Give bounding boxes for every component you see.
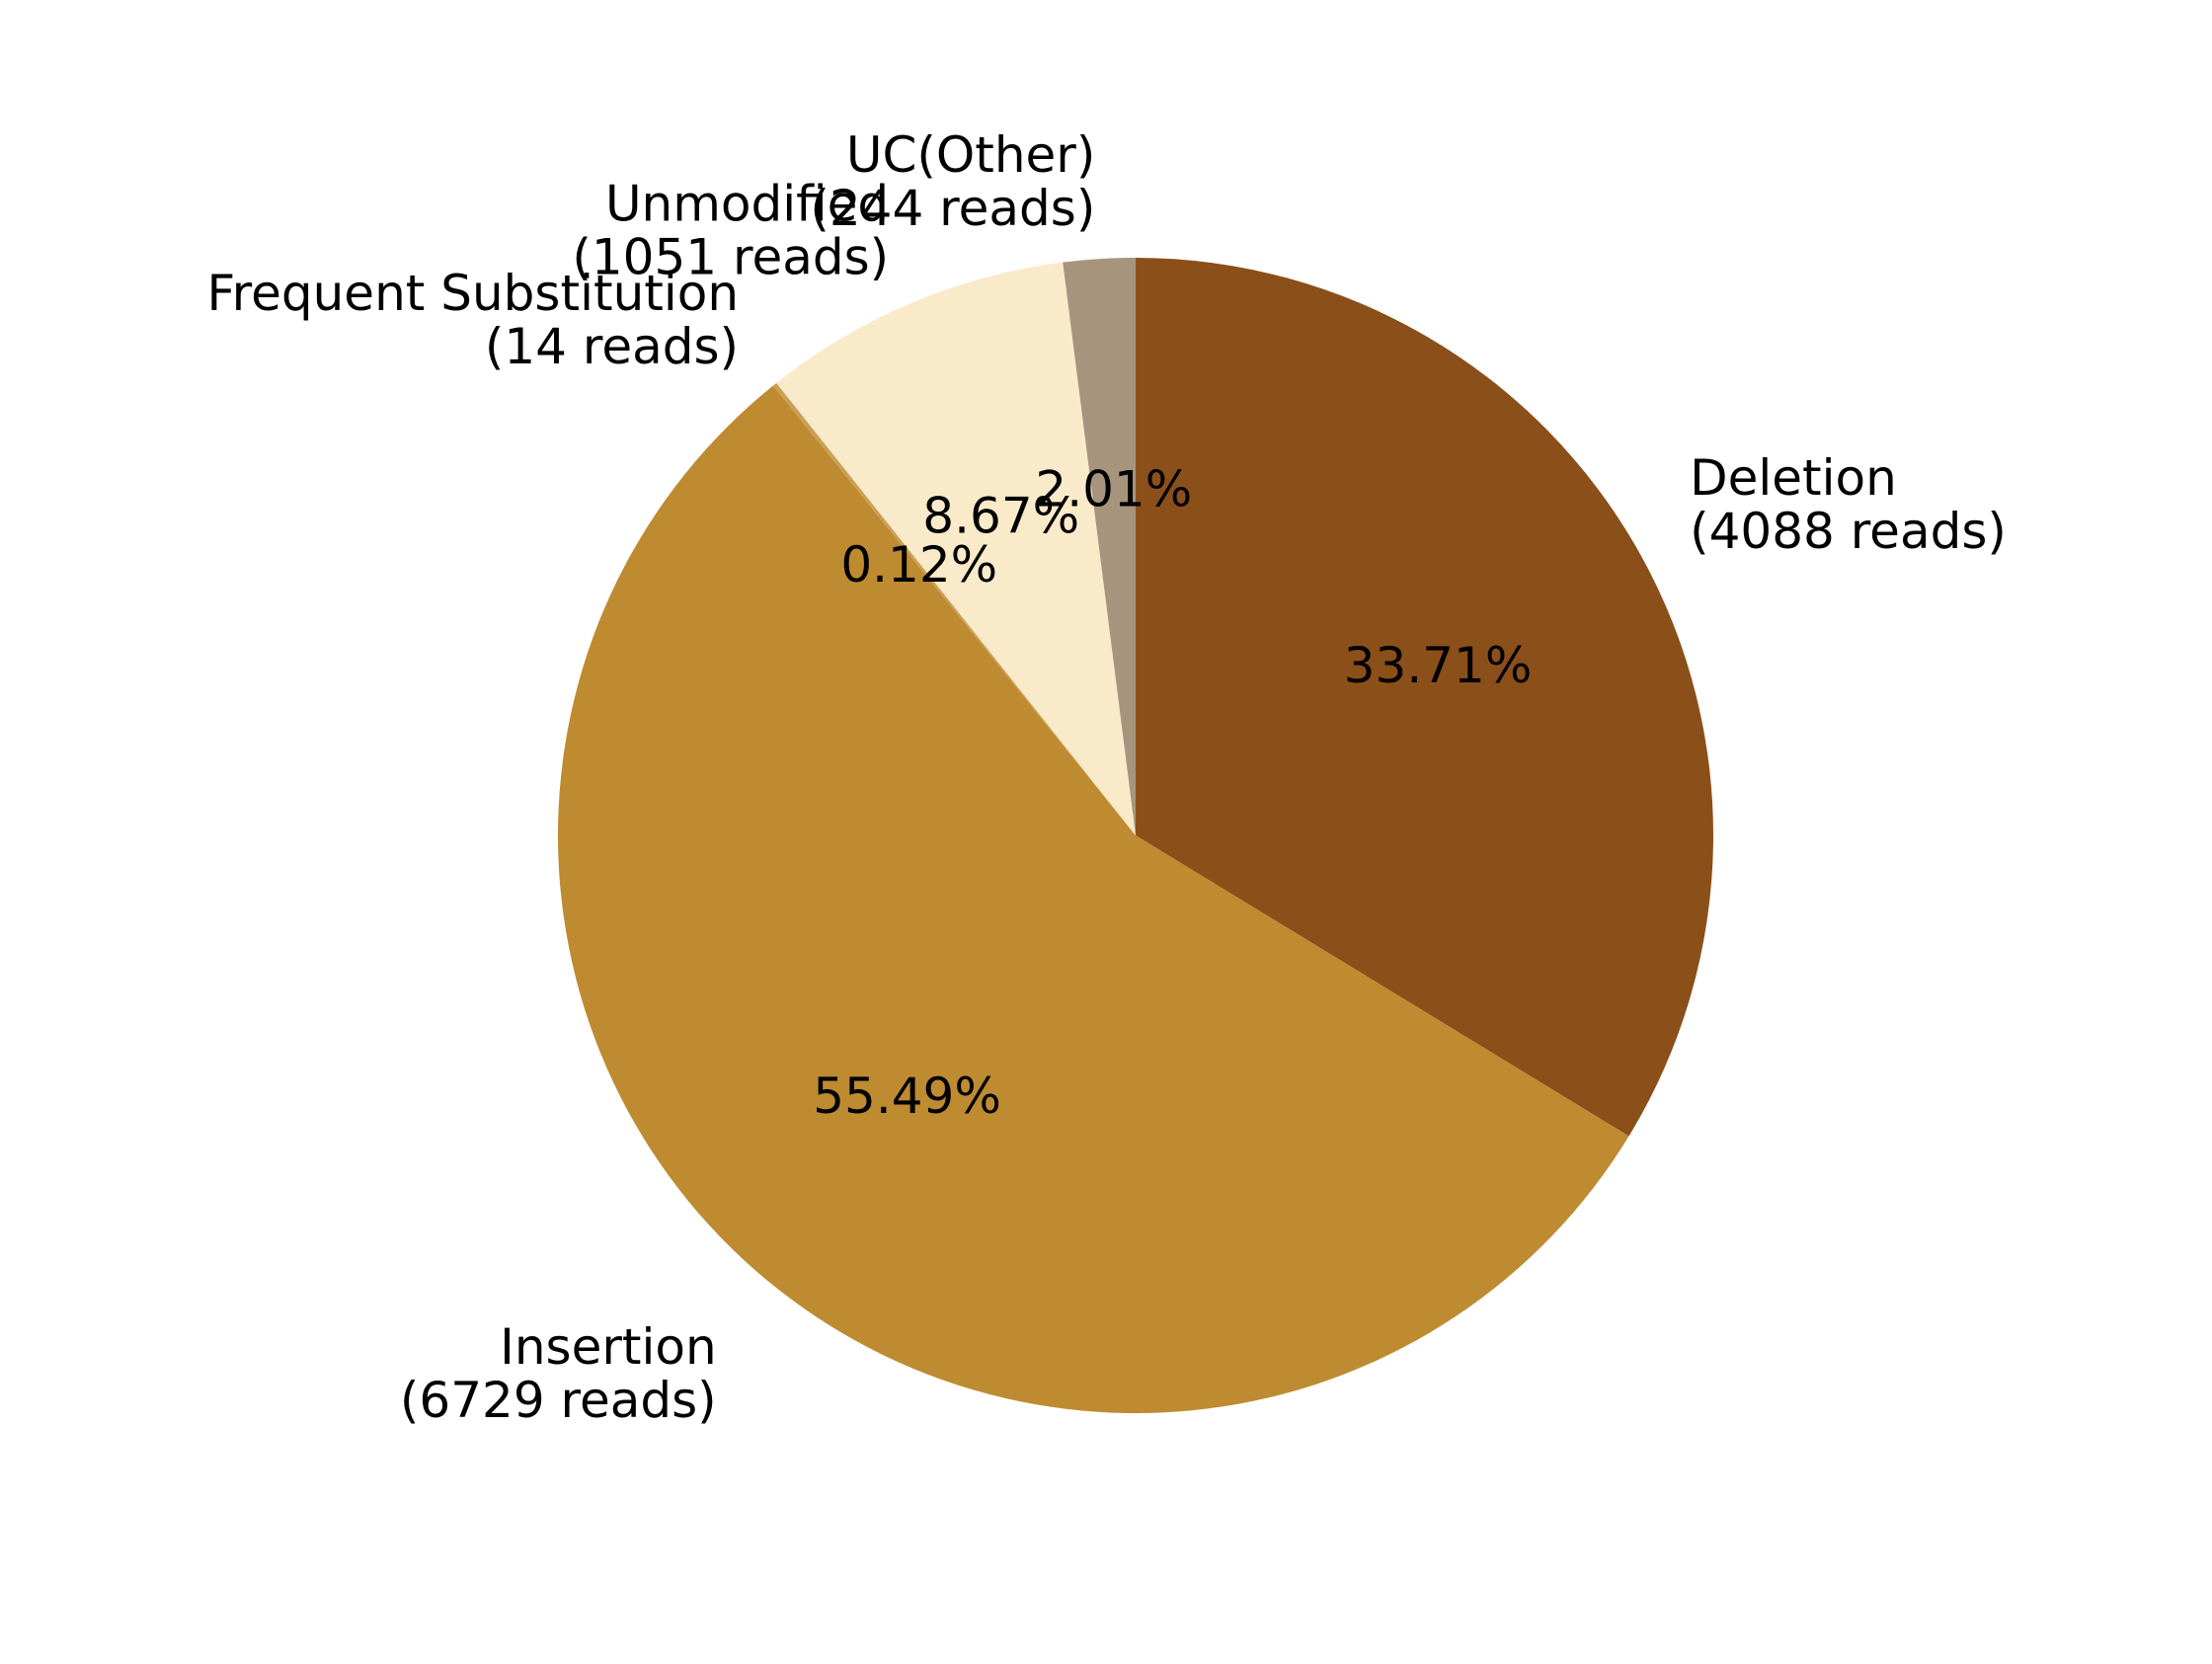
slice-label-unmodified: Unmodified (1051 reads)	[572, 175, 889, 285]
pie-slice-unmodified	[776, 262, 1136, 835]
slice-label-deletion: Deletion (4088 reads)	[1690, 449, 2007, 560]
slice-label-name: Insertion	[500, 1318, 717, 1376]
slice-label-name: Unmodified	[605, 175, 889, 232]
percent-label-frequent-substitution: 0.12%	[840, 536, 997, 594]
percent-label-unmodified: 8.67%	[922, 488, 1079, 545]
pie-slice-insertion	[557, 385, 1629, 1414]
pie-slice-uc-other	[1063, 258, 1136, 835]
slice-label-frequent-substitution: Frequent Substitution (14 reads)	[207, 265, 740, 375]
slice-label-name: Deletion	[1690, 449, 1897, 507]
pie-slice-deletion	[1136, 258, 1713, 1137]
slice-label-reads: (4088 reads)	[1690, 503, 2007, 560]
slice-label-reads: (14 reads)	[485, 318, 739, 375]
slice-label-uc-other: UC(Other) (244 reads)	[810, 126, 1095, 237]
percent-labels: 33.71% 55.49% 0.12%8.67%2.01%	[813, 461, 1532, 1125]
pie-slices	[557, 258, 1713, 1414]
percent-label-insertion: 55.49%	[813, 1068, 1001, 1125]
slice-label-reads: (244 reads)	[810, 180, 1095, 237]
pie-slice-frequent-substitution	[772, 382, 1136, 835]
slice-label-insertion: Insertion (6729 reads)	[400, 1318, 717, 1429]
slice-label-name: Frequent Substitution	[207, 265, 740, 322]
slice-label-name: UC(Other)	[846, 126, 1096, 184]
slice-labels: Deletion (4088 reads) Insertion (6729 reads…	[207, 126, 2007, 1429]
percent-label-deletion: 33.71%	[1344, 637, 1533, 694]
slice-label-reads: (6729 reads)	[400, 1372, 717, 1429]
slice-label-reads: (1051 reads)	[572, 228, 889, 285]
percent-label-uc-other: 2.01%	[1035, 461, 1192, 518]
